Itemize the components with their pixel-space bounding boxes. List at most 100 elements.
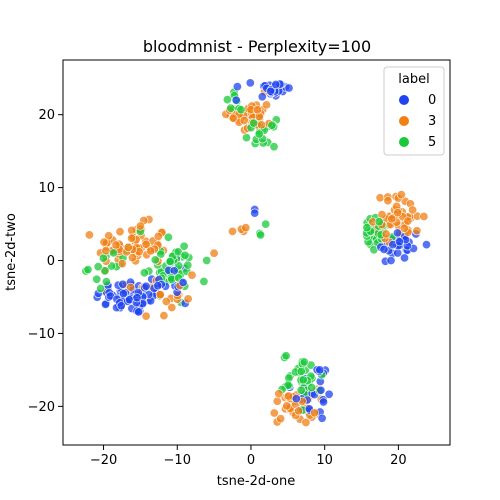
point-label-3 <box>412 226 422 236</box>
point-label-3 <box>419 212 429 222</box>
point-label-5 <box>236 105 246 115</box>
legend-label-5: 5 <box>428 135 436 150</box>
point-label-0 <box>116 301 126 311</box>
point-label-3 <box>104 231 114 241</box>
y-tick-label: 0 <box>47 254 55 269</box>
point-label-3 <box>257 120 267 130</box>
point-label-3 <box>239 116 249 126</box>
point-label-3 <box>408 205 418 215</box>
point-label-3 <box>228 226 238 236</box>
point-label-3 <box>161 296 171 306</box>
point-label-0 <box>134 307 144 317</box>
point-label-5 <box>109 248 119 258</box>
point-label-0 <box>132 293 142 303</box>
point-label-3 <box>183 294 193 304</box>
point-label-3 <box>141 311 151 321</box>
point-label-5 <box>92 274 102 284</box>
point-label-3 <box>127 225 137 235</box>
point-label-3 <box>403 216 413 226</box>
point-label-5 <box>261 219 271 229</box>
point-label-0 <box>257 92 267 102</box>
point-label-3 <box>282 401 292 411</box>
point-label-3 <box>375 193 385 203</box>
point-label-3 <box>117 259 127 269</box>
legend-marker-0 <box>399 95 409 105</box>
legend-title: label <box>398 72 429 87</box>
point-label-0 <box>386 255 396 265</box>
chart-title: bloodmnist - Perplexity=100 <box>143 37 371 56</box>
point-label-5 <box>374 217 384 227</box>
legend-label-3: 3 <box>428 114 436 129</box>
point-label-5 <box>183 260 193 270</box>
point-label-5 <box>299 357 309 367</box>
point-label-3 <box>274 389 284 399</box>
point-label-5 <box>296 385 306 395</box>
point-label-0 <box>266 86 276 96</box>
point-label-0 <box>178 277 188 287</box>
point-label-0 <box>316 385 326 395</box>
point-label-5 <box>180 250 190 260</box>
point-label-3 <box>167 302 177 312</box>
point-label-3 <box>309 408 319 418</box>
point-label-5 <box>100 266 110 276</box>
point-label-3 <box>253 105 263 115</box>
point-label-3 <box>269 408 279 418</box>
point-label-5 <box>96 283 106 293</box>
point-label-5 <box>139 268 149 278</box>
point-label-3 <box>99 237 109 247</box>
x-tick-label: 20 <box>390 453 407 468</box>
point-label-3 <box>241 223 251 233</box>
point-label-5 <box>165 256 175 266</box>
point-label-0 <box>118 279 128 289</box>
point-label-3 <box>383 196 393 206</box>
point-label-3 <box>135 221 145 231</box>
point-label-3 <box>284 391 294 401</box>
plot-frame <box>62 59 451 446</box>
point-label-5 <box>296 366 306 376</box>
point-label-3 <box>272 396 282 406</box>
point-label-0 <box>421 240 431 250</box>
point-label-0 <box>118 289 128 299</box>
point-label-5 <box>226 103 236 113</box>
point-label-5 <box>242 133 252 143</box>
point-label-0 <box>232 82 242 92</box>
point-label-3 <box>399 223 409 233</box>
point-label-3 <box>123 242 133 252</box>
point-label-0 <box>315 365 325 375</box>
point-label-5 <box>256 230 266 240</box>
point-label-0 <box>379 244 389 254</box>
point-label-0 <box>318 397 328 407</box>
point-label-0 <box>141 281 151 291</box>
point-label-5 <box>254 129 264 139</box>
legend: label 0 3 5 <box>383 66 445 156</box>
point-label-3 <box>381 229 391 239</box>
point-label-0 <box>291 394 301 404</box>
legend-marker-3 <box>399 116 409 126</box>
point-label-3 <box>101 246 111 256</box>
point-label-5 <box>267 120 277 130</box>
x-tick-label: −10 <box>164 453 191 468</box>
point-label-3 <box>393 208 403 218</box>
point-label-3 <box>209 248 219 258</box>
point-label-5 <box>281 351 291 361</box>
point-label-3 <box>276 414 286 424</box>
point-label-3 <box>127 233 137 243</box>
point-label-0 <box>231 95 241 105</box>
x-tick-label: 10 <box>316 453 333 468</box>
point-label-5 <box>163 232 173 242</box>
point-label-3 <box>294 406 304 416</box>
point-label-0 <box>399 253 409 263</box>
point-label-3 <box>111 240 121 250</box>
point-label-0 <box>317 413 327 423</box>
point-label-0 <box>153 281 163 291</box>
point-label-3 <box>153 231 163 241</box>
point-label-3 <box>261 100 271 110</box>
point-label-3 <box>155 290 165 300</box>
point-label-5 <box>83 265 93 275</box>
point-label-3 <box>84 230 94 240</box>
point-label-3 <box>115 227 125 237</box>
point-label-0 <box>250 208 260 218</box>
legend-box <box>383 66 445 156</box>
point-label-0 <box>245 78 255 88</box>
